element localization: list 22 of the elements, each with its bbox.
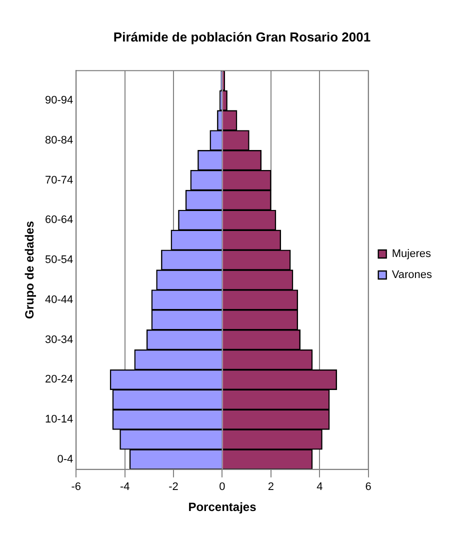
y-tick-label: 0-4 bbox=[57, 453, 74, 466]
x-tick-label: 0 bbox=[219, 481, 226, 494]
x-axis-title: Porcentajes bbox=[188, 500, 257, 514]
y-tick-label: 40-44 bbox=[44, 294, 74, 306]
x-tick-label: 6 bbox=[365, 481, 372, 494]
x-tick-label: 2 bbox=[268, 481, 274, 494]
chart-title: Pirámide de población Gran Rosario 2001 bbox=[113, 29, 371, 44]
legend-label: Mujeres bbox=[392, 248, 432, 260]
y-tick-label: 90-94 bbox=[44, 94, 74, 107]
x-tick-label: 4 bbox=[316, 481, 323, 494]
x-tick-label: -2 bbox=[168, 481, 178, 494]
y-tick-label: 80-84 bbox=[44, 134, 74, 146]
y-tick-label: 10-14 bbox=[44, 414, 74, 426]
y-tick-label: 30-34 bbox=[44, 334, 74, 346]
x-tick-label: -4 bbox=[120, 481, 130, 494]
x-tick-label: -6 bbox=[71, 481, 82, 494]
y-axis-title: Grupo de edades bbox=[22, 220, 36, 320]
y-tick-label: 60-64 bbox=[44, 214, 74, 226]
y-tick-label: 20-24 bbox=[44, 374, 74, 386]
legend-label: Varones bbox=[392, 269, 432, 282]
y-tick-label: 50-54 bbox=[44, 254, 74, 266]
y-tick-label: 70-74 bbox=[44, 174, 74, 186]
